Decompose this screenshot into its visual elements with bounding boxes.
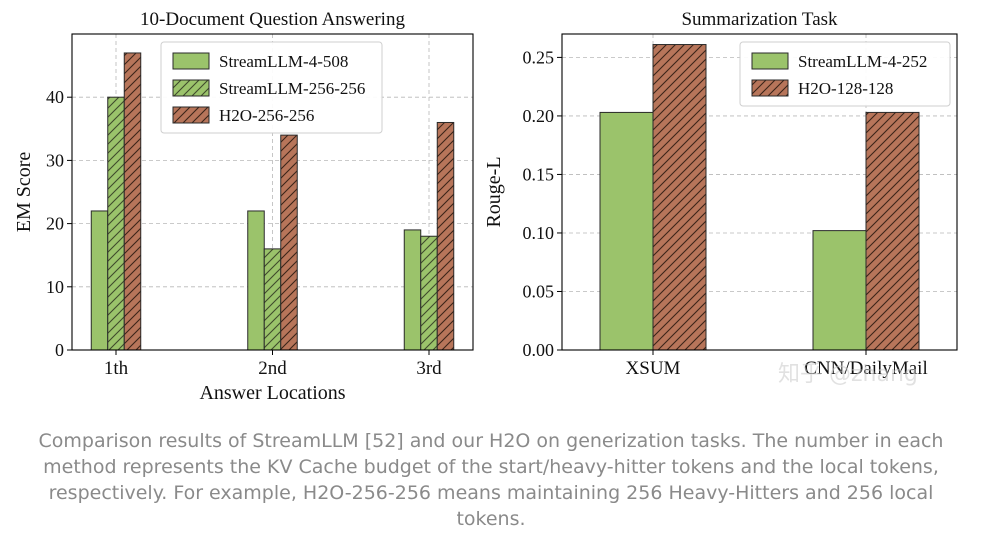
bar-h2o-256-256-2nd bbox=[280, 134, 298, 351]
plot-frame bbox=[71, 33, 474, 351]
x-tick-label: 2nd bbox=[258, 358, 287, 379]
legend: StreamLLM-4-252 H2O-128-128 bbox=[739, 41, 951, 107]
bar-streamllm-256-256-1th bbox=[107, 96, 125, 351]
chart-title: 10-Document Question Answering bbox=[140, 9, 405, 30]
y-tick-label: 0.20 bbox=[523, 106, 555, 126]
legend-swatch-streamllm-4-508 bbox=[172, 52, 210, 70]
bar-streamllm-256-256-3rd bbox=[420, 235, 438, 351]
y-tick-label: 30 bbox=[46, 150, 64, 170]
x-tick-label: XSUM bbox=[626, 358, 681, 379]
figure: 10-Document Question Answering 0 10 20 30 40 1… bbox=[13, 9, 958, 404]
x-tick-label: 3rd bbox=[416, 358, 442, 379]
qa-chart: 10-Document Question Answering 0 10 20 30 40 1… bbox=[13, 9, 474, 404]
chart-title: Summarization Task bbox=[681, 9, 838, 30]
x-tick-label: CNN/DailyMail bbox=[804, 358, 928, 379]
legend-label-streamllm-4-252: StreamLLM-4-252 bbox=[798, 52, 927, 71]
y-tick-label: 20 bbox=[46, 214, 64, 234]
bar-h2o-256-256-1th bbox=[123, 52, 142, 351]
bar-streamllm-4-508-2nd bbox=[247, 210, 265, 351]
y-tick-label: 0.05 bbox=[523, 281, 555, 301]
bar-h2o-128-128-cnn-dailymail bbox=[865, 111, 920, 351]
legend-swatch-streamllm-256-256 bbox=[172, 79, 210, 97]
bar-h2o-128-128-xsum bbox=[652, 44, 707, 351]
y-axis-label: EM Score bbox=[13, 152, 35, 233]
legend-box bbox=[739, 41, 951, 107]
x-axis-label: Answer Locations bbox=[199, 382, 345, 404]
y-tick-label: 0.15 bbox=[523, 164, 555, 184]
legend-label-h2o-128-128: H2O-128-128 bbox=[798, 79, 893, 98]
legend-label-h2o-256-256: H2O-256-256 bbox=[219, 106, 314, 125]
legend-label-streamllm-256-256: StreamLLM-256-256 bbox=[219, 79, 365, 98]
y-tick-label: 40 bbox=[46, 87, 64, 107]
y-tick-label: 0.00 bbox=[523, 340, 555, 360]
legend-box bbox=[160, 41, 383, 134]
bar-streamllm-256-256-2nd bbox=[263, 248, 282, 351]
y-tick-label: 0 bbox=[55, 340, 64, 360]
y-tick-label: 10 bbox=[46, 277, 64, 297]
legend-label-streamllm-4-508: StreamLLM-4-508 bbox=[219, 52, 348, 71]
watermark: 知乎 @zhang bbox=[778, 362, 918, 387]
plot-frame bbox=[561, 33, 958, 351]
bar-streamllm-4-508-1th bbox=[90, 210, 109, 351]
y-axis-label: Rouge-L bbox=[483, 156, 505, 227]
x-tick-label: 1th bbox=[104, 358, 129, 379]
legend: StreamLLM-4-508 StreamLLM-256-256 H2O-256-… bbox=[160, 41, 383, 134]
bar-streamllm-4-252-xsum bbox=[599, 111, 654, 351]
bar-streamllm-4-252-cnn-dailymail bbox=[812, 230, 867, 351]
legend-swatch-h2o-128-128 bbox=[751, 79, 789, 97]
bar-streamllm-4-508-3rd bbox=[403, 229, 422, 351]
figure-caption: Comparison results of StreamLLM [52] and… bbox=[38, 430, 944, 530]
summarization-chart: Summarization Task 0.00 0.05 0.10 0.15 0.20 0.… bbox=[483, 9, 958, 379]
legend-swatch-streamllm-4-252 bbox=[751, 52, 789, 70]
y-tick-label: 0.10 bbox=[523, 223, 555, 243]
y-tick-label: 0.25 bbox=[523, 47, 555, 67]
legend-swatch-h2o-256-256 bbox=[172, 106, 210, 124]
bar-h2o-256-256-3rd bbox=[436, 121, 455, 351]
